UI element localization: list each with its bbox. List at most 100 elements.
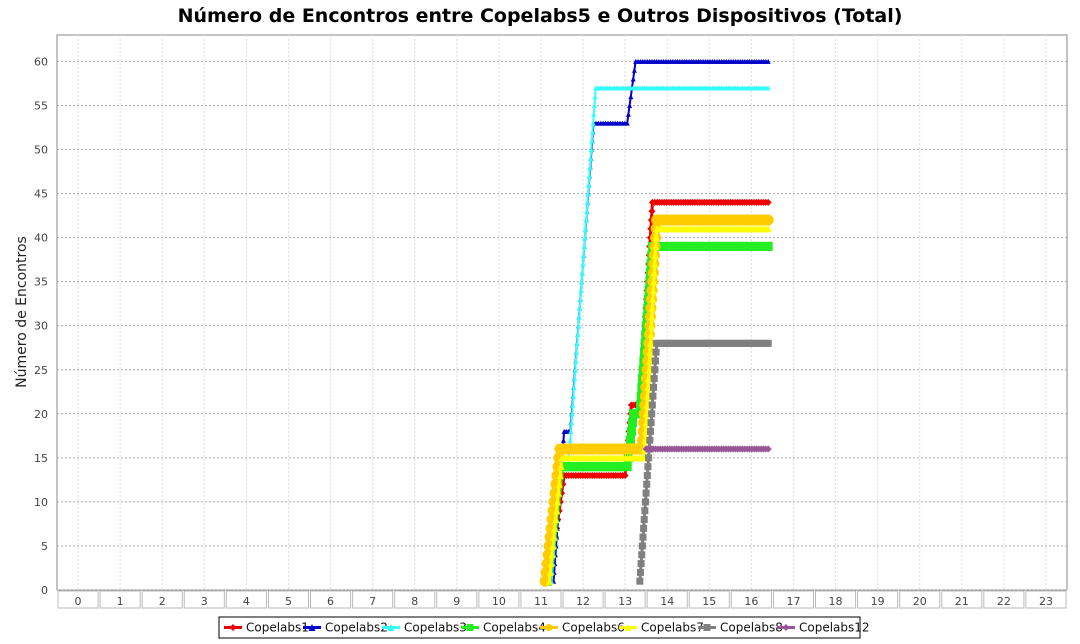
data-point [645,454,653,462]
x-category-cell [1025,590,1067,609]
data-point [583,217,589,223]
data-point [765,85,771,91]
data-point [650,383,658,391]
x-category-cell [688,590,730,609]
legend-label: Copelabs12 [799,621,870,635]
data-point [575,332,581,338]
data-point [588,147,594,153]
x-tick-label: 4 [243,595,250,608]
legend-swatch-marker [387,624,395,631]
data-point [640,516,648,524]
data-point [556,471,564,479]
data-point [648,313,656,321]
data-point [628,94,634,100]
data-point [592,94,598,100]
x-tick-label: 2 [159,595,166,608]
data-point [545,577,553,585]
data-point [625,111,631,117]
data-point [552,516,560,524]
data-point [762,214,774,226]
data-point [585,191,591,197]
data-point [568,420,574,426]
data-point [630,76,636,82]
x-tick-label: 1 [117,595,124,608]
plot-background [56,34,1068,591]
data-point [591,102,597,108]
x-tick-label: 6 [327,595,334,608]
legend-label: Copelabs2 [325,621,388,635]
data-point [763,241,773,251]
series-copelabs7 [545,225,772,585]
legend-box [218,616,861,639]
x-category-cell [225,590,267,609]
data-point [651,366,659,374]
data-point [645,357,653,365]
x-category-cell [478,590,520,609]
data-point [588,155,594,161]
data-point [553,498,561,506]
data-point [646,427,654,435]
data-point [647,322,655,330]
data-point [587,164,593,170]
y-tick-label: 30 [34,320,48,333]
y-tick-label: 5 [41,540,48,553]
x-tick-label: 17 [786,595,800,608]
data-point [582,235,588,241]
x-tick-label: 10 [492,595,506,608]
legend-swatch-marker [545,624,553,631]
data-point [570,402,576,408]
data-point [764,445,772,453]
legend-label: Copelabs3 [404,621,467,635]
legend-swatch-marker [466,624,474,631]
x-tick-label: 7 [369,595,376,608]
data-point [648,401,656,409]
data-point [650,269,658,277]
y-tick-label: 45 [34,188,48,201]
x-category-cell [899,590,941,609]
legend-item: Copelabs4 [461,621,546,635]
x-tick-label: 18 [829,595,843,608]
data-point [646,348,654,356]
data-point [645,366,653,374]
data-point [575,323,581,329]
data-point [557,463,565,471]
data-point [577,296,583,302]
data-point [642,489,650,497]
data-point [648,207,656,215]
x-tick-label: 23 [1039,595,1053,608]
data-point [648,410,656,418]
legend-item: Copelabs1 [224,621,309,635]
data-point [647,331,655,339]
data-point [551,524,559,532]
data-point [546,568,554,576]
data-point [652,234,660,242]
y-tick-label: 35 [34,276,48,289]
x-category-cell [520,590,562,609]
x-category-cell [604,590,646,609]
x-tick-label: 13 [618,595,632,608]
data-point [625,435,635,445]
x-tick-label: 3 [201,595,208,608]
data-point [567,437,573,443]
data-point [627,102,633,108]
y-tick-label: 0 [41,584,48,597]
data-point [548,551,556,559]
x-tick-label: 0 [75,595,82,608]
x-category-cell [310,590,352,609]
legend-label: Copelabs8 [720,621,783,635]
data-point [638,551,646,559]
data-point [573,358,579,364]
data-point [624,120,630,126]
data-point [652,242,660,250]
legend-item: Copelabs2 [303,621,388,635]
series-copelabs8 [636,339,772,585]
x-tick-label: 14 [660,595,674,608]
y-tick-label: 55 [34,99,48,112]
data-point [640,524,648,532]
data-point [568,428,574,434]
data-point [636,568,644,576]
data-point [589,138,595,144]
data-point [650,375,658,383]
data-point [626,426,636,436]
data-point [576,314,582,320]
